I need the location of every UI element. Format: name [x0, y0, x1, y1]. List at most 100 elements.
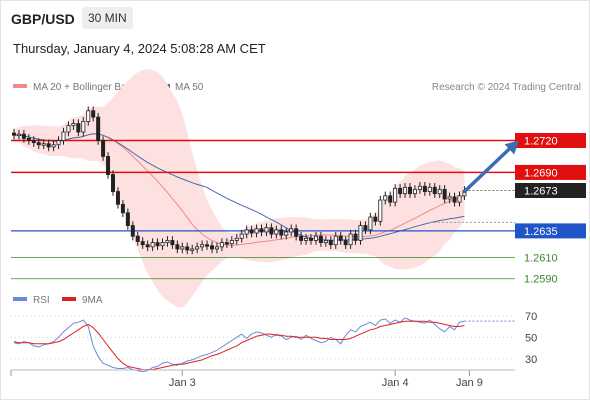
candle	[407, 186, 412, 195]
candle	[412, 189, 417, 195]
level-label-1: 1.2690	[524, 167, 558, 179]
candle	[21, 133, 26, 139]
candle	[175, 244, 180, 250]
candle	[115, 191, 120, 205]
rsi-9ma-line	[13, 320, 465, 371]
candle	[358, 225, 363, 241]
candle	[447, 196, 452, 200]
rsi-tick-30: 30	[525, 354, 537, 366]
candle	[259, 228, 264, 233]
candle	[279, 229, 284, 236]
candle	[145, 244, 150, 248]
candle	[31, 140, 36, 144]
legend-label-9ma: 9MA	[82, 295, 103, 306]
level-tag-1	[515, 164, 586, 180]
candle	[101, 140, 106, 157]
legend-label-rsi: RSI	[33, 295, 50, 306]
legend-swatch-9ma	[62, 297, 76, 301]
candle	[41, 143, 46, 146]
legend-swatch-ma20	[13, 84, 27, 88]
candle	[417, 185, 422, 190]
candle	[338, 235, 343, 241]
candle	[234, 237, 239, 241]
candle	[16, 133, 21, 137]
candle	[224, 242, 229, 245]
candle	[437, 189, 442, 195]
candle	[125, 212, 130, 226]
candle	[313, 235, 318, 241]
candle	[76, 123, 81, 133]
chart-datetime: Thursday, January 4, 2024 5:08:28 AM CET	[13, 41, 266, 56]
time-tick-label: Jan 4	[382, 377, 409, 389]
candle	[155, 242, 160, 247]
candle	[96, 116, 101, 141]
candle	[66, 125, 71, 133]
level-tag-2	[515, 182, 586, 198]
candle	[353, 233, 358, 241]
forecast-arrow-head	[504, 140, 519, 155]
candle	[388, 195, 393, 203]
candle	[323, 240, 328, 243]
candle	[61, 131, 66, 141]
candle	[160, 242, 165, 247]
candle	[427, 186, 432, 192]
legend-label-ma50: MA 50	[175, 82, 204, 93]
candle	[106, 156, 111, 175]
candle	[195, 246, 200, 250]
candle	[318, 235, 323, 243]
chart-credit: Research © 2024 Trading Central	[432, 82, 581, 93]
candle	[130, 225, 135, 237]
candle	[289, 228, 294, 233]
candle	[383, 195, 388, 201]
candle	[46, 143, 51, 148]
candle	[205, 244, 210, 247]
candle	[254, 228, 259, 234]
candle	[442, 189, 447, 200]
forecast-arrow-shaft	[462, 143, 515, 194]
candle	[422, 185, 427, 192]
candle	[264, 227, 269, 233]
candle	[403, 186, 408, 195]
level-tag-0	[515, 133, 586, 149]
timeframe-badge[interactable]: 30 MIN	[82, 7, 133, 29]
ma50-line	[13, 133, 465, 241]
candle	[170, 240, 175, 246]
candle	[269, 227, 274, 235]
candle	[71, 123, 76, 127]
candle	[180, 246, 185, 250]
candle	[239, 233, 244, 239]
candle	[348, 233, 353, 246]
candle	[244, 229, 249, 235]
level-label-3: 1.2635	[524, 226, 558, 238]
candle	[308, 237, 313, 241]
candle	[333, 235, 338, 246]
candle	[165, 240, 170, 243]
candle	[393, 187, 398, 203]
candle	[26, 137, 31, 141]
rsi-line	[13, 317, 465, 373]
rsi-tick-70: 70	[525, 311, 537, 323]
candle	[274, 229, 279, 235]
legend-label-ma20: MA 20 + Bollinger Bands	[33, 82, 143, 93]
candle	[328, 240, 333, 246]
candle	[81, 120, 86, 133]
candle	[36, 142, 41, 146]
candle	[284, 231, 289, 236]
candle	[294, 228, 299, 237]
candle	[457, 195, 462, 203]
level-tag-3	[515, 223, 586, 239]
candle	[398, 187, 403, 195]
candle	[219, 242, 224, 248]
symbol-title: GBP/USD	[11, 11, 75, 27]
candle	[140, 241, 145, 246]
rsi-tick-50: 50	[525, 332, 537, 344]
candle	[185, 246, 190, 251]
candle	[150, 242, 155, 248]
candle	[120, 203, 125, 214]
candle	[56, 140, 61, 146]
candle	[200, 244, 205, 248]
candle	[229, 240, 234, 245]
candle	[299, 235, 304, 241]
candle	[91, 110, 96, 118]
